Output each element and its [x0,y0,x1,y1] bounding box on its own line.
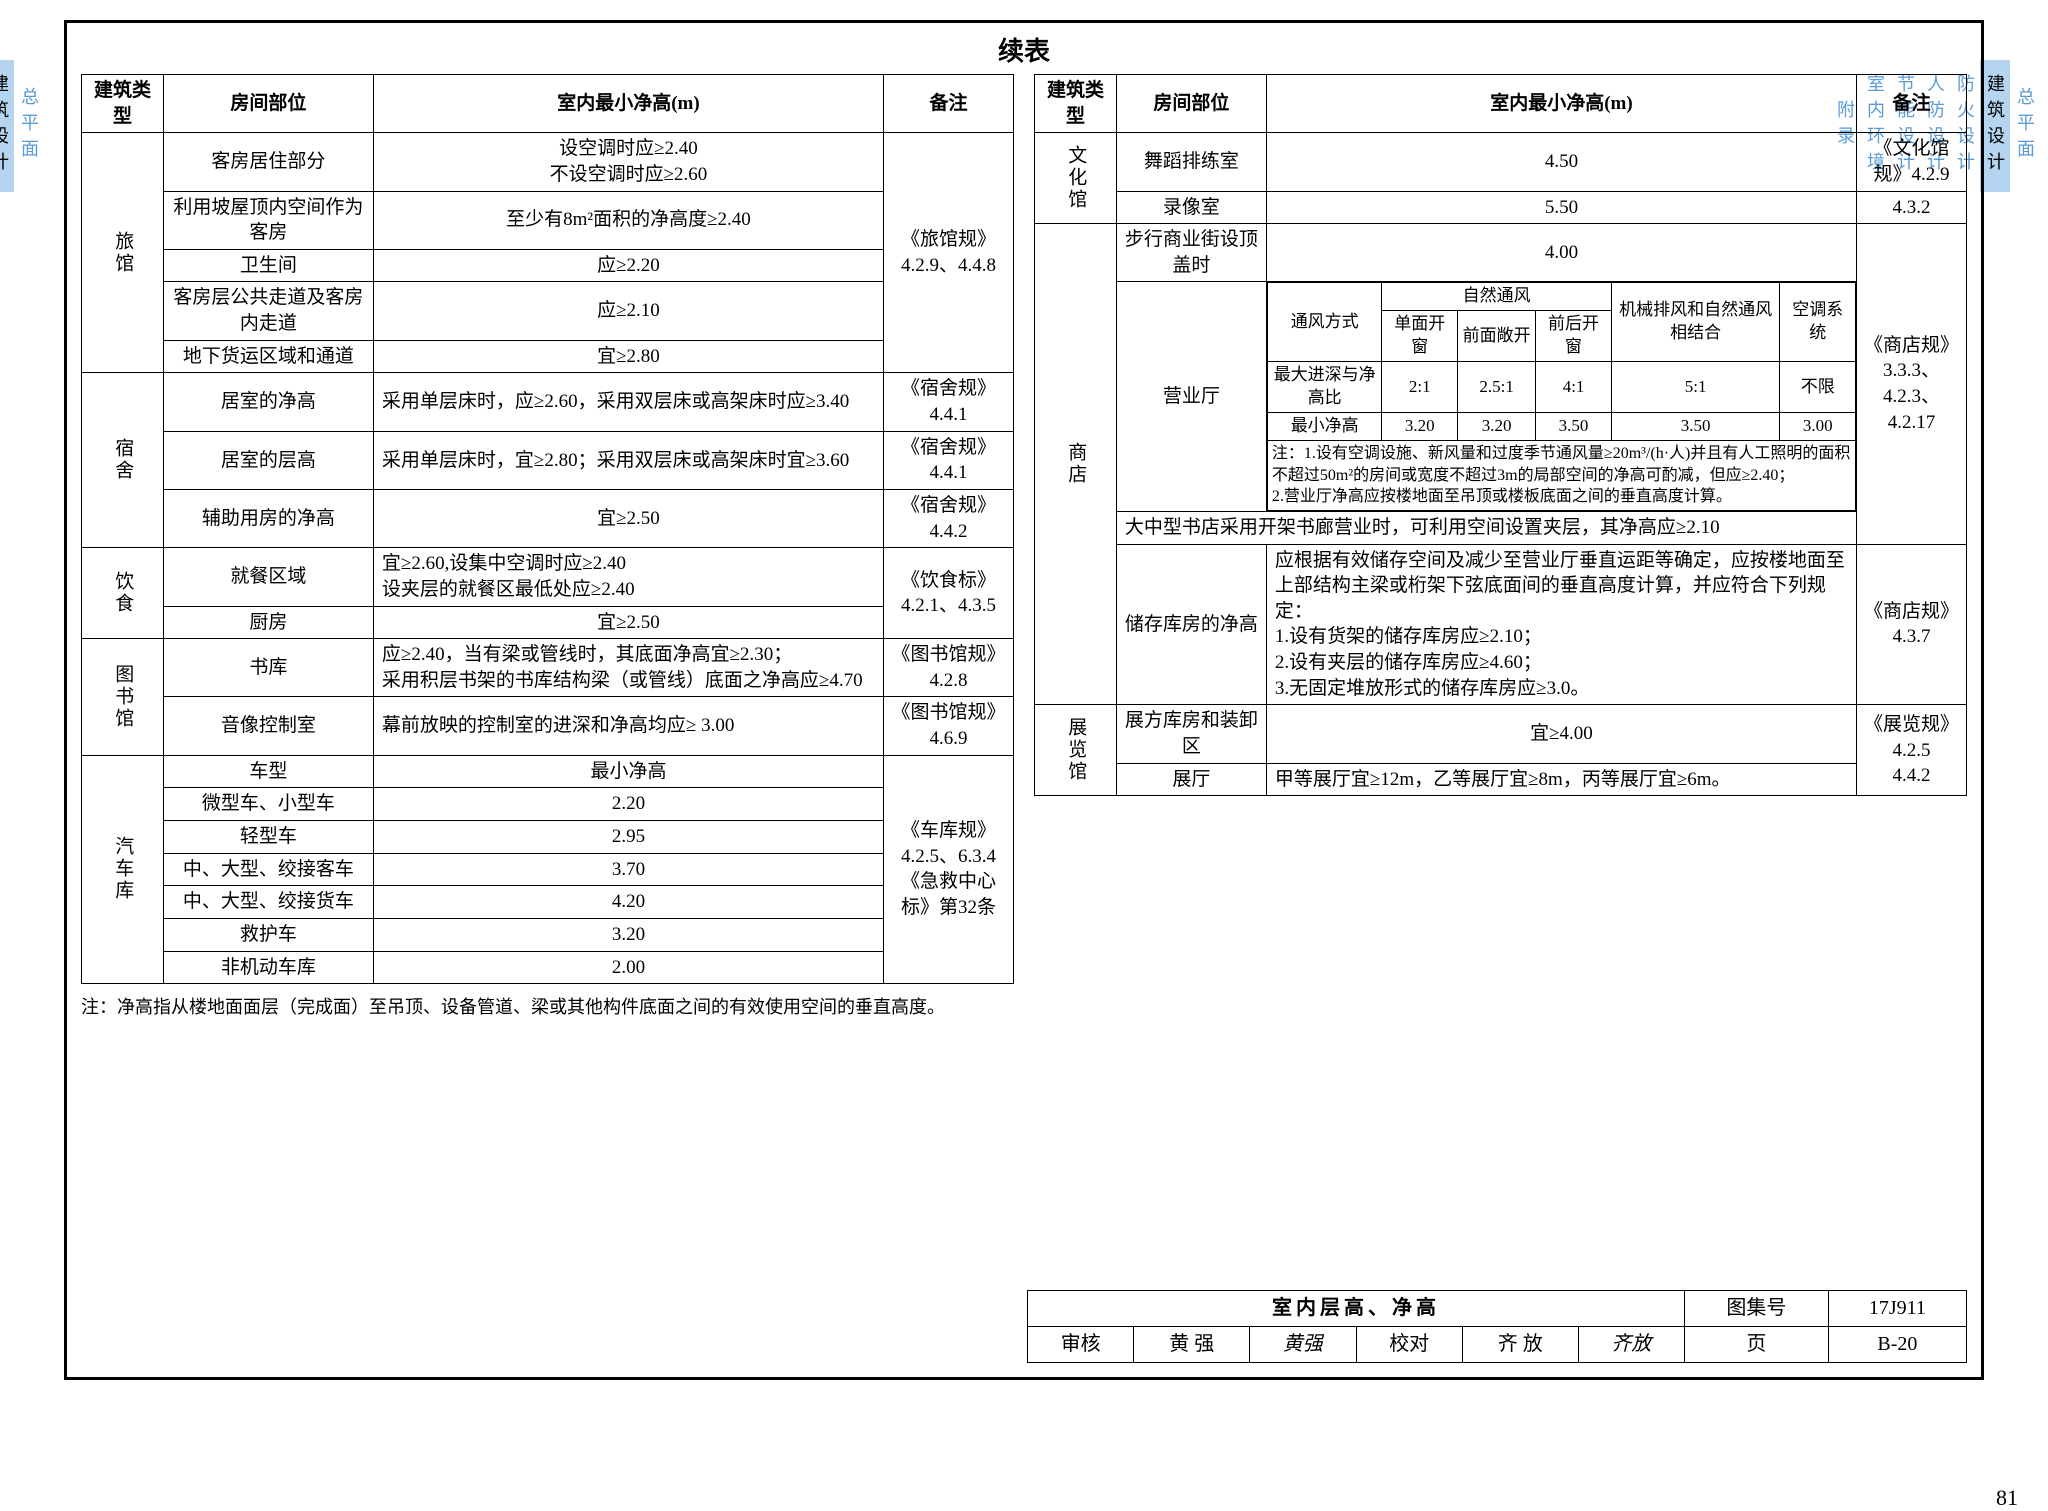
sales-hall-inner: 通风方式 自然通风 机械排风和自然通风相结合 空调系统 单面开窗前面敞开前后开窗… [1267,282,1856,510]
tab-jzsj[interactable]: 建筑设计 [0,60,14,192]
tab-zpm[interactable]: 总平面 [14,60,44,192]
table-title: 续表 [81,31,1967,68]
sidebar-left: 总平面 建筑设计 防火设计 人防设计 节能设计 室内环境 附录 [8,60,44,192]
left-footnote: 注：净高指从楼地面面层（完成面）至吊顶、设备管道、梁或其他构件底面之间的有效使用… [81,994,1014,1021]
left-table: 建筑类型 房间部位 室内最小净高(m) 备注 旅馆 客房居住部分 设空调时应≥2… [81,74,1014,984]
right-table: 建筑类型 房间部位 室内最小净高(m) 备注 文化馆 舞蹈排练室4.50《文化馆… [1034,74,1967,796]
title-block: 室内层高、净高 图集号17J911 页B-20 审核黄 强黄强 校对齐 放齐放 [1027,1290,1967,1363]
sidebar-right: 总平面 建筑设计 防火设计 人防设计 节能设计 室内环境 附录 [2004,60,2040,192]
page-number: 81 [1996,1485,2018,1511]
right-column: 建筑类型 房间部位 室内最小净高(m) 备注 文化馆 舞蹈排练室4.50《文化馆… [1034,74,1967,1021]
page: 总平面 建筑设计 防火设计 人防设计 节能设计 室内环境 附录 总平面 建筑设计… [0,0,2048,1471]
content-frame: 续表 建筑类型 房间部位 室内最小净高(m) 备注 旅馆 客房居住部分 设空调时… [64,20,1984,1380]
left-column: 建筑类型 房间部位 室内最小净高(m) 备注 旅馆 客房居住部分 设空调时应≥2… [81,74,1014,1021]
